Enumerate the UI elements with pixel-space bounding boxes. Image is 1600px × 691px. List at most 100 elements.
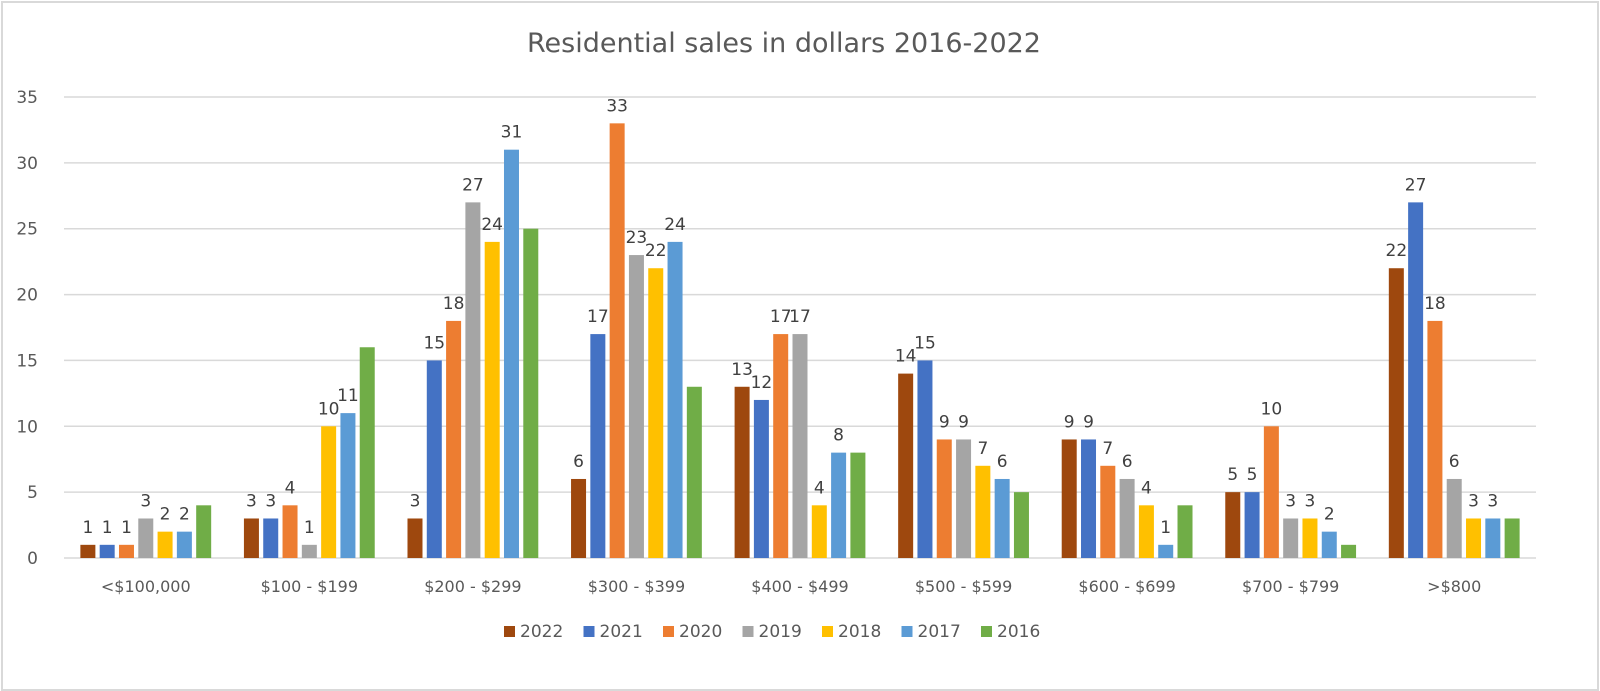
data-label: 23: [626, 228, 648, 248]
bar-2022: [898, 373, 914, 558]
bar-2017: [503, 149, 519, 558]
data-label: 10: [1261, 399, 1283, 419]
bar-2020: [1427, 320, 1443, 558]
legend-swatch: [901, 626, 913, 637]
bar-2019: [465, 202, 481, 558]
data-label: 3: [246, 491, 257, 511]
legend-swatch: [822, 626, 833, 637]
bar-2018: [1138, 505, 1154, 558]
legend-item-2017[interactable]: 2017: [901, 622, 961, 642]
legend-item-2019[interactable]: 2019: [742, 622, 802, 642]
data-label: 18: [1424, 294, 1446, 314]
data-label: 2: [160, 505, 171, 525]
bar-2018: [157, 531, 173, 558]
data-label: 1: [82, 518, 93, 538]
bar-2019: [301, 544, 317, 558]
data-label: 15: [914, 333, 936, 353]
legend-label: 2019: [759, 622, 802, 642]
data-label: 1: [304, 518, 315, 538]
legend-swatch: [742, 626, 754, 637]
data-label: 6: [1122, 452, 1133, 472]
data-label: 5: [1247, 465, 1258, 485]
bar-2021: [590, 334, 606, 558]
data-label: 14: [895, 347, 917, 367]
data-label: 10: [318, 399, 340, 419]
bar-2022: [1225, 492, 1241, 558]
data-label: 1: [1160, 518, 1171, 538]
bar-2021: [1408, 202, 1424, 558]
x-category-label: >$800: [1427, 577, 1481, 596]
data-label: 9: [1083, 412, 1094, 432]
x-category-label: $600 - $699: [1078, 577, 1175, 596]
x-category-label: $400 - $499: [751, 577, 848, 596]
legend-label: 2017: [918, 622, 961, 642]
bar-2021: [1081, 439, 1097, 558]
bar-2019: [628, 255, 644, 559]
data-label: 27: [1405, 175, 1427, 195]
data-label: 7: [1102, 439, 1113, 459]
bar-2016: [359, 347, 375, 558]
bar-2021: [753, 399, 769, 558]
legend-item-2020[interactable]: 2020: [663, 622, 722, 642]
data-label: 3: [1285, 491, 1296, 511]
bar-2016: [1341, 544, 1357, 558]
bar-2017: [1485, 518, 1501, 558]
legend-item-2018[interactable]: 2018: [822, 622, 881, 642]
data-label: 5: [1227, 465, 1238, 485]
legend-item-2021[interactable]: 2021: [583, 622, 643, 642]
data-label: 24: [664, 215, 686, 235]
data-label: 2: [179, 505, 190, 525]
bar-2021: [1244, 492, 1260, 558]
data-label: 3: [410, 491, 421, 511]
bar-2021: [263, 518, 279, 558]
data-label: 3: [265, 491, 276, 511]
bar-2016: [523, 228, 539, 558]
bar-2018: [975, 465, 991, 558]
data-label: 7: [977, 439, 988, 459]
bar-2020: [936, 439, 952, 558]
legend-item-2022[interactable]: 2022: [504, 622, 563, 642]
bar-2017: [994, 478, 1010, 558]
bar-2020: [609, 123, 625, 558]
data-labels: 1 1 132 23 341101131518272431617332322241312…: [82, 96, 1498, 537]
bar-2016: [1177, 505, 1193, 558]
bar-2019: [138, 518, 154, 558]
legend-item-2016[interactable]: 2016: [981, 622, 1040, 642]
legend-label: 2020: [679, 622, 722, 642]
y-tick-label: 20: [16, 286, 38, 306]
bar-2020: [1263, 426, 1279, 558]
y-tick-label: 10: [16, 417, 38, 437]
x-category-label: $700 - $799: [1242, 577, 1339, 596]
bar-2020: [118, 544, 134, 558]
bar-2018: [1302, 518, 1318, 558]
bar-2022: [243, 518, 259, 558]
bar-2022: [734, 386, 750, 558]
bar-2021: [99, 544, 115, 558]
x-category-label: <$100,000: [101, 577, 191, 596]
bars: [80, 123, 1520, 559]
bar-2017: [1158, 544, 1174, 558]
data-label: 4: [285, 478, 296, 498]
bar-2022: [407, 518, 423, 558]
y-axis-ticks: 0 5 10 15 20 25 30 35: [16, 88, 38, 569]
y-tick-label: 0: [27, 549, 38, 569]
data-label: 1: [102, 518, 113, 538]
data-label: 12: [751, 373, 773, 393]
data-label: 2: [1324, 505, 1335, 525]
data-label: 9: [939, 412, 950, 432]
data-label: 4: [814, 478, 825, 498]
data-label: 17: [770, 307, 792, 327]
x-axis-categories: <$100,000 $100 - $199 $200 - $299 $300 - $3…: [101, 577, 1481, 596]
x-category-label: $100 - $199: [261, 577, 358, 596]
bar-2016: [196, 505, 212, 558]
y-tick-label: 5: [27, 483, 38, 503]
data-label: 6: [573, 452, 584, 472]
bar-2016: [850, 452, 866, 558]
legend-swatch: [583, 626, 595, 637]
legend-swatch: [981, 626, 992, 637]
bar-2016: [1504, 518, 1520, 558]
bar-2021: [917, 360, 933, 558]
legend-label: 2016: [997, 622, 1040, 642]
data-label: 33: [606, 96, 628, 116]
